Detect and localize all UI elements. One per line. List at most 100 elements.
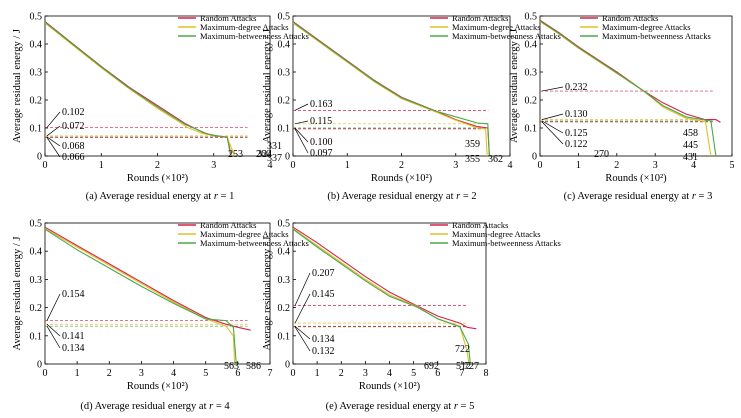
- x-tick-label: 3: [653, 160, 658, 171]
- y-axis-label: Average residual energy / J: [262, 29, 273, 143]
- annotation-arrow: [541, 86, 564, 92]
- round-annotation: 260: [256, 149, 271, 160]
- series-line-3: [44, 228, 237, 365]
- value-annotation: 0.134: [62, 343, 85, 354]
- x-axis-label: Rounds (×10²): [605, 173, 667, 184]
- panel-caption: (d) Average residual energy at r = 4: [80, 401, 230, 412]
- annotation-arrow: [294, 103, 309, 111]
- series-line-1: [292, 226, 477, 330]
- annotation-arrow: [46, 136, 61, 147]
- y-tick-label: 0.2: [525, 96, 538, 107]
- x-tick-label: 3: [453, 160, 458, 171]
- y-tick-label: 0.5: [278, 219, 291, 230]
- y-tick-label: 0.5: [30, 12, 43, 23]
- panel-caption: (b) Average residual energy at r = 2: [327, 191, 476, 202]
- annotation-arrow: [46, 326, 61, 349]
- legend-label-1: Random Attacks: [602, 13, 658, 23]
- x-tick-label: 2: [107, 368, 112, 379]
- x-tick-label: 5: [730, 160, 735, 171]
- value-annotation: 0.132: [312, 346, 335, 357]
- y-tick-label: 0.2: [278, 303, 291, 314]
- value-annotation: 0.097: [310, 148, 333, 159]
- caption-value: = 4: [213, 401, 230, 412]
- y-axis-label: Average residual energy / J: [12, 29, 23, 143]
- x-tick-label: 3: [139, 368, 144, 379]
- y-tick-label: 0.3: [525, 68, 538, 79]
- round-annotation: 324: [257, 149, 272, 160]
- x-tick-label: 4: [508, 160, 513, 171]
- x-tick-label: 4: [268, 160, 273, 171]
- annotation-arrow: [294, 325, 311, 340]
- y-tick-label: 0.1: [278, 331, 291, 342]
- value-annotation: 0.145: [312, 289, 335, 300]
- x-axis-label: Rounds (×10²): [359, 381, 421, 392]
- caption-variable: r: [209, 401, 214, 412]
- caption-text: (d) Average residual energy at: [80, 401, 209, 412]
- caption-value: = 2: [460, 191, 476, 202]
- value-annotation: 0.122: [565, 139, 588, 150]
- x-tick-label: 6: [235, 368, 240, 379]
- caption-text: (c) Average residual energy at: [564, 191, 692, 202]
- annotation-arrow: [294, 272, 311, 306]
- x-tick-label: 4: [387, 368, 392, 379]
- y-tick-label: 0.4: [30, 40, 43, 51]
- annotation-arrow: [46, 125, 61, 137]
- caption-text: (b) Average residual energy at: [327, 191, 456, 202]
- legend-label-1: Random Attacks: [452, 220, 508, 230]
- legend-label-2: Maximum-degree Attacks: [602, 22, 691, 32]
- series-line-2: [44, 228, 236, 365]
- y-axis-label: Average residual energy / J: [262, 237, 273, 351]
- caption-variable: r: [456, 191, 461, 202]
- x-axis-label: Rounds (×10²): [127, 381, 189, 392]
- annotation-arrow: [294, 326, 311, 352]
- round-annotation: 355: [465, 154, 480, 165]
- x-tick-label: 8: [484, 368, 489, 379]
- chart-panel-5: 0 0.1 0.2 0.3 0.4 0.5 0 1 2 3 4 5 6 7 8 Rounds (×10²) Av…: [262, 219, 561, 413]
- annotation-arrow: [541, 113, 564, 120]
- x-tick-label: 6: [435, 368, 440, 379]
- x-tick-label: 3: [211, 160, 216, 171]
- legend-label-1: Random Attacks: [452, 13, 508, 23]
- annotation-arrow: [46, 293, 61, 321]
- legend-label-3: Maximum-betweenness Attacks: [200, 238, 309, 248]
- y-tick-label: 0.3: [30, 275, 43, 286]
- x-tick-label: 0: [291, 160, 296, 171]
- panel-caption: (e) Average residual energy at r = 5: [326, 401, 475, 412]
- legend-label-2: Maximum-degree Attacks: [200, 22, 289, 32]
- y-tick-label: 0.5: [525, 12, 538, 23]
- series-line-2: [292, 22, 488, 157]
- legend-label-3: Maximum-betweenness Attacks: [602, 31, 711, 41]
- chart-panel-1: 0 0.1 0.2 0.3 0.4 0.5 0 1 2 3 4 Rounds (×10²) Averag…: [12, 12, 309, 203]
- legend-label-2: Maximum-degree Attacks: [452, 229, 541, 239]
- round-annotation: 359: [465, 139, 480, 150]
- y-tick-label: 0: [285, 360, 290, 371]
- round-annotation: 586: [246, 361, 261, 372]
- series-line-1: [292, 21, 490, 157]
- panel-caption: (a) Average residual energy at r = 1: [86, 191, 235, 202]
- y-tick-label: 0.2: [278, 96, 291, 107]
- x-tick-label: 5: [203, 368, 208, 379]
- x-tick-label: 4: [691, 160, 696, 171]
- x-tick-label: 2: [155, 160, 160, 171]
- series-line-3: [292, 21, 490, 157]
- y-tick-label: 0.4: [525, 40, 538, 51]
- y-tick-label: 0: [37, 360, 42, 371]
- caption-value: = 3: [696, 191, 712, 202]
- caption-value: = 5: [458, 401, 474, 412]
- y-tick-label: 0.1: [30, 124, 43, 135]
- y-axis-label: Average residual energy / J: [509, 29, 520, 143]
- caption-variable: r: [214, 191, 219, 202]
- series-line-3: [292, 228, 471, 365]
- x-tick-label: 7: [459, 368, 464, 379]
- value-annotation: 0.207: [312, 268, 335, 279]
- value-annotation: 0.134: [312, 334, 335, 345]
- x-tick-label: 3: [363, 368, 368, 379]
- x-axis-label: Rounds (×10²): [127, 173, 189, 184]
- value-annotation: 0.102: [62, 107, 85, 118]
- legend-label-3: Maximum-betweenness Attacks: [200, 31, 309, 41]
- x-axis-label: Rounds (×10²): [371, 173, 433, 184]
